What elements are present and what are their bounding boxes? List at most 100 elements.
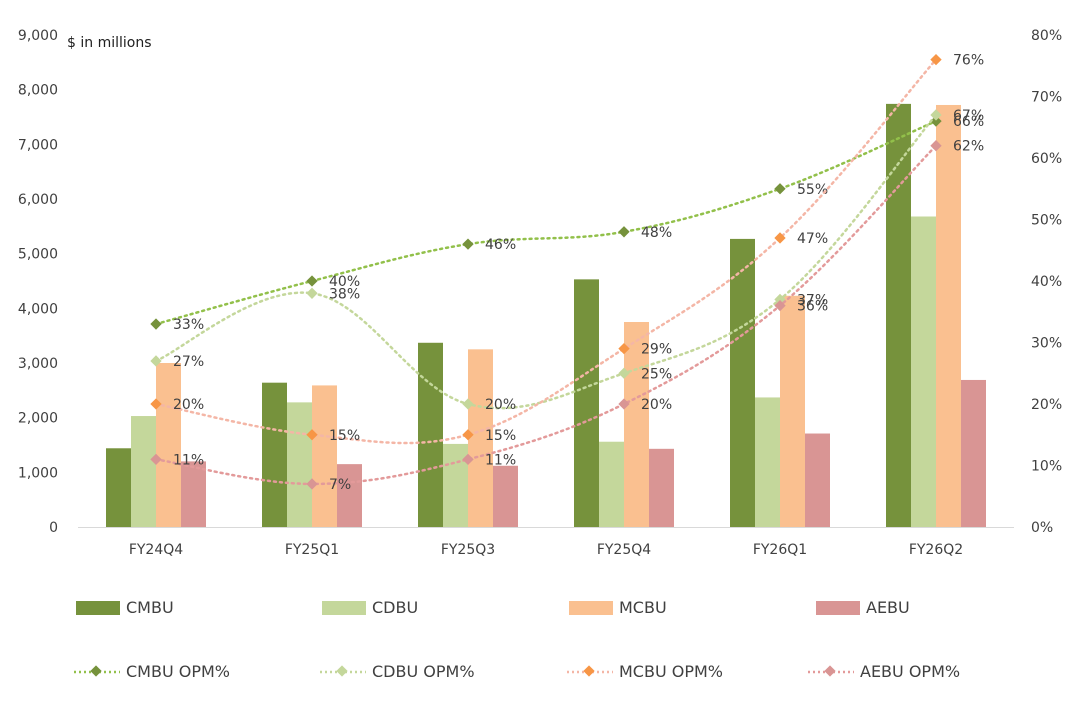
data-label-mcbu-opm: 76% — [953, 53, 984, 69]
bar-mcbu — [468, 349, 493, 527]
data-label-cdbu-opm: 20% — [485, 397, 516, 413]
marker-aebu-opm — [930, 140, 942, 152]
marker-mcbu-opm — [462, 429, 474, 441]
left-tick-label: 5,000 — [18, 247, 58, 263]
legend-swatch-aebu — [816, 600, 860, 615]
data-label-mcbu-opm: 20% — [173, 397, 204, 413]
category-label: FY24Q4 — [129, 542, 183, 558]
data-label-cmbu-opm: 66% — [953, 114, 984, 130]
marker-cdbu-opm — [462, 398, 474, 410]
legend-item-aebu-opm: AEBU OPM% — [808, 662, 960, 681]
line-mcbu-opm — [154, 58, 938, 445]
bar-aebu — [805, 433, 830, 527]
marker-mcbu-opm — [150, 398, 162, 410]
bar-mcbu — [780, 295, 805, 527]
legend-swatch-cdbu — [322, 600, 366, 615]
data-label-cmbu-opm: 48% — [641, 225, 672, 241]
marker-cdbu-opm — [618, 367, 630, 379]
marker-aebu-opm — [150, 453, 162, 466]
marker-aebu-opm — [306, 478, 318, 490]
legend-line-aebu-opm-icon — [808, 664, 854, 677]
right-tick-label: 0% — [1031, 520, 1053, 536]
data-label-aebu-opm: 11% — [173, 452, 204, 468]
legend-item-cdbu-opm: CDBU OPM% — [320, 662, 475, 681]
marker-cdbu-opm — [306, 287, 318, 299]
legend-line-cdbu-opm-icon — [320, 664, 366, 677]
bar-mcbu — [936, 104, 961, 528]
left-tick-label: 3,000 — [18, 356, 58, 372]
right-axis-ticks: 0% 10% 20% 30% 40% 50% 60% 70% 80% — [1031, 28, 1062, 536]
category-label: FY26Q1 — [753, 542, 807, 558]
data-label-mcbu-opm: 15% — [329, 428, 360, 444]
legend-item-cdbu: CDBU — [322, 598, 418, 617]
legend-label-cdbu-opm: CDBU OPM% — [372, 662, 475, 681]
unit-label: $ in millions — [67, 35, 152, 51]
bar-cdbu — [131, 416, 156, 527]
legend-line-cmbu-opm-icon — [74, 664, 120, 677]
category-label: FY25Q1 — [285, 542, 339, 558]
bar-cmbu — [886, 103, 911, 527]
legend-label-cmbu-opm: CMBU OPM% — [126, 662, 230, 681]
bar-cmbu — [574, 279, 599, 527]
marker-cmbu-opm — [774, 183, 786, 195]
bar-aebu — [961, 379, 986, 527]
data-label-cmbu-opm: 46% — [485, 237, 516, 253]
legend-label-cmbu: CMBU — [126, 598, 174, 617]
data-label-cdbu-opm: 38% — [329, 286, 360, 302]
bar-cdbu — [599, 441, 624, 527]
data-label-mcbu-opm: 47% — [797, 231, 828, 247]
marker-aebu-opm — [462, 453, 474, 466]
legend-swatch-mcbu — [569, 600, 613, 615]
legend: CMBU CDBU MCBU AEBU CMBU OPM% CDBU OPM% … — [0, 590, 1080, 700]
data-label-cmbu-opm: 55% — [797, 182, 828, 198]
bar-series — [106, 103, 986, 528]
left-axis-ticks: 0 1,000 2,000 3,000 4,000 5,000 6,000 7,000 8,00… — [18, 28, 58, 536]
data-label-cdbu-opm: 67% — [953, 108, 984, 124]
right-tick-label: 60% — [1031, 151, 1062, 167]
line-cdbu-opm — [154, 113, 938, 410]
left-tick-label: 9,000 — [18, 28, 58, 44]
right-tick-label: 20% — [1031, 397, 1062, 413]
legend-label-cdbu: CDBU — [372, 598, 419, 617]
bar-mcbu — [624, 322, 649, 527]
legend-label-mcbu-opm: MCBU OPM% — [619, 662, 723, 681]
marker-cdbu-opm — [150, 355, 162, 367]
bar-cmbu — [730, 238, 755, 527]
legend-line-mcbu-opm-icon — [567, 664, 613, 677]
bar-cdbu — [911, 216, 936, 527]
data-label-aebu-opm: 62% — [953, 139, 984, 155]
bar-mcbu — [156, 363, 181, 527]
data-label-mcbu-opm: 15% — [485, 428, 516, 444]
category-label: FY26Q2 — [909, 542, 963, 558]
marker-mcbu-opm — [774, 232, 786, 244]
legend-label-aebu-opm: AEBU OPM% — [860, 662, 961, 681]
bar-aebu — [337, 464, 362, 527]
right-tick-label: 70% — [1031, 90, 1062, 106]
marker-mcbu-opm — [930, 53, 942, 66]
category-label: FY25Q3 — [441, 542, 495, 558]
left-tick-label: 4,000 — [18, 301, 58, 317]
data-label-aebu-opm: 36% — [797, 299, 828, 315]
data-label-aebu-opm: 7% — [329, 477, 351, 493]
left-tick-label: 8,000 — [18, 83, 58, 99]
legend-swatch-cmbu — [76, 600, 120, 615]
data-label-cmbu-opm: 40% — [329, 274, 360, 290]
marker-aebu-opm — [774, 299, 786, 312]
marker-mcbu-opm — [618, 342, 630, 355]
right-tick-label: 80% — [1031, 28, 1062, 44]
data-label-aebu-opm: 20% — [641, 397, 672, 413]
marker-cmbu-opm — [150, 318, 162, 330]
bar-aebu — [493, 465, 518, 527]
bar-cdbu — [755, 397, 780, 527]
bar-mcbu — [312, 385, 337, 527]
left-tick-label: 2,000 — [18, 411, 58, 427]
data-label-cdbu-opm: 37% — [797, 292, 828, 308]
line-aebu-opm — [154, 144, 938, 486]
data-label-cdbu-opm: 27% — [173, 354, 204, 370]
marker-mcbu-opm — [306, 429, 318, 441]
left-tick-label: 7,000 — [18, 137, 58, 153]
bar-cdbu — [287, 402, 312, 527]
category-axis: FY24Q4 FY25Q1 FY25Q3 FY25Q4 FY26Q1 FY26Q2 — [78, 527, 1014, 558]
data-label-aebu-opm: 11% — [485, 452, 516, 468]
left-tick-label: 6,000 — [18, 192, 58, 208]
